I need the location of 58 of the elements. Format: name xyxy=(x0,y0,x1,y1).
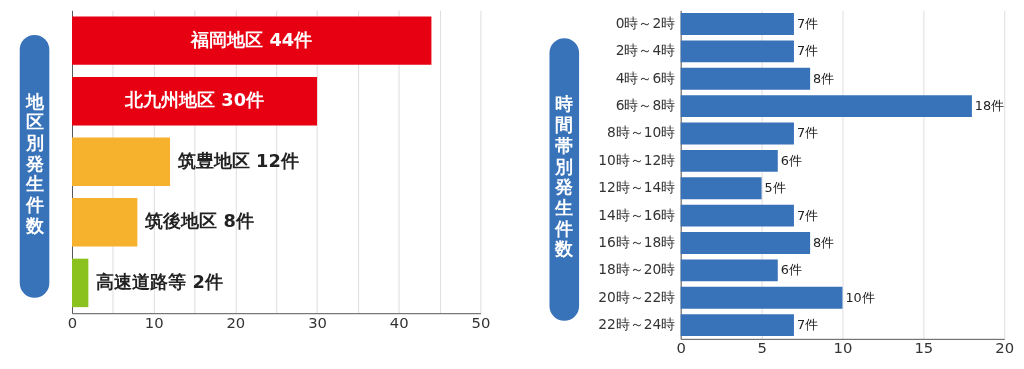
x-tick-label: 50 xyxy=(471,313,491,331)
y-tick-label: 16時～18時 xyxy=(598,233,676,250)
x-tick-label: 5 xyxy=(757,339,767,357)
y-tick-label: 6時～8時 xyxy=(615,97,676,114)
bar xyxy=(680,177,762,200)
y-tick-label: 10時～12時 xyxy=(598,151,676,168)
x-tick-label: 10 xyxy=(833,339,853,357)
bar xyxy=(680,286,843,309)
bar xyxy=(680,259,778,282)
data-label: 6件 xyxy=(780,262,802,278)
x-tick-label: 15 xyxy=(914,339,934,357)
bar xyxy=(680,95,972,118)
x-tick-label: 20 xyxy=(995,339,1015,357)
y-tick-label: 8時～10時 xyxy=(606,124,676,141)
data-label: 7件 xyxy=(796,43,819,59)
bar xyxy=(680,67,811,90)
bar xyxy=(680,314,794,337)
y-tick-label: 12時～14時 xyxy=(598,179,676,196)
y-tick-label: 4時～6時 xyxy=(615,69,676,86)
x-tick-label: 40 xyxy=(389,313,409,331)
data-label: 18件 xyxy=(974,98,1005,114)
category-label: 福岡地区 44件 xyxy=(191,29,313,50)
x-tick-label: 0 xyxy=(676,339,686,357)
y-tick-label: 18時～20時 xyxy=(598,261,676,278)
data-label: 8件 xyxy=(813,70,835,86)
data-label: 10件 xyxy=(845,289,875,305)
data-label: 8件 xyxy=(813,234,835,250)
category-label: 筑豊地区 12件 xyxy=(177,150,299,171)
category-label: 筑後地区 8件 xyxy=(145,211,254,232)
bar xyxy=(680,122,794,145)
y-tick-label: 22時～24時 xyxy=(598,316,676,333)
y-axis-title: 地区別発生件数 xyxy=(24,91,45,236)
y-tick-label: 20時～22時 xyxy=(598,288,676,305)
category-label: 北九州地区 30件 xyxy=(125,90,264,111)
data-label: 6件 xyxy=(780,152,802,168)
bar xyxy=(680,40,794,63)
bar xyxy=(680,149,778,172)
y-tick-label: 14時～16時 xyxy=(598,206,676,223)
x-tick-label: 0 xyxy=(67,313,78,331)
y-axis-title: 時間帯別発生件数 xyxy=(554,94,575,260)
bar xyxy=(72,16,432,65)
bar xyxy=(72,137,171,186)
x-tick-label: 20 xyxy=(226,313,246,331)
x-tick-label: 10 xyxy=(144,313,164,331)
data-label: 7件 xyxy=(796,317,819,333)
x-tick-label: 30 xyxy=(308,313,327,331)
bar xyxy=(680,204,794,227)
bar xyxy=(72,198,138,247)
bar xyxy=(680,232,811,254)
data-label: 5件 xyxy=(764,180,786,196)
bar xyxy=(680,13,794,35)
data-label: 7件 xyxy=(796,125,819,141)
data-label: 7件 xyxy=(796,15,819,31)
data-label: 7件 xyxy=(796,207,819,223)
y-tick-label: 2時～4時 xyxy=(615,42,676,59)
category-label: 高速道路等 2件 xyxy=(96,271,223,292)
y-tick-label: 0時～2時 xyxy=(615,14,676,31)
bar xyxy=(72,258,89,308)
